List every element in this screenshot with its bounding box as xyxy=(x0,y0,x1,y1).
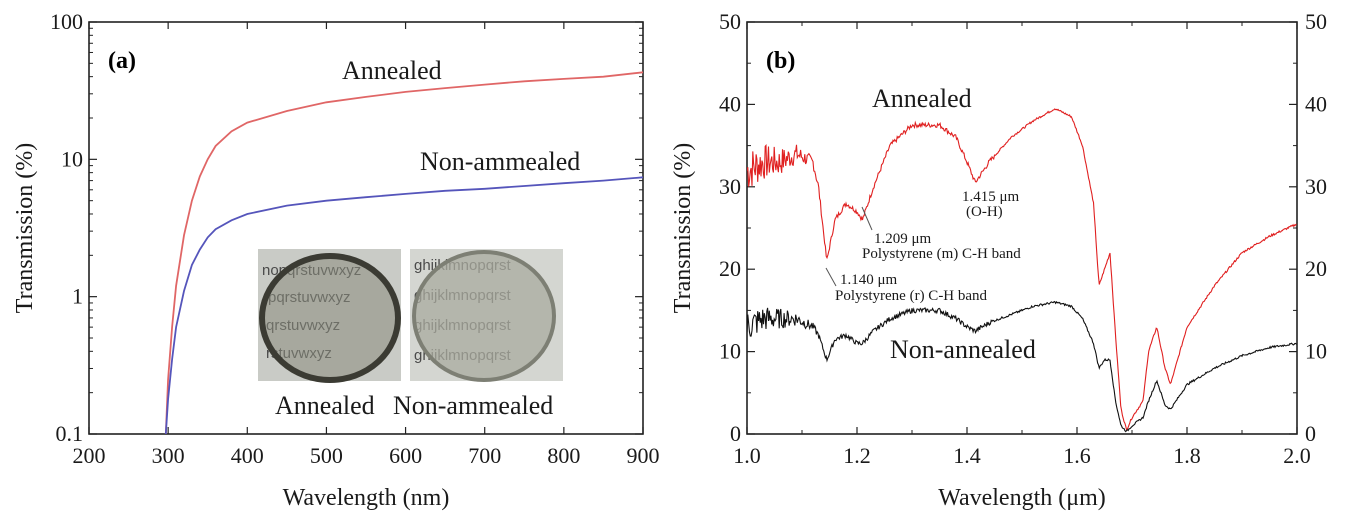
panel-b-nonannealed-label: Non-annealed xyxy=(890,335,1036,364)
panel-b-y-axis-label: Transmission (%) xyxy=(670,143,696,313)
x-tick-label: 900 xyxy=(627,443,660,468)
inset-photos: nopqrstuvwxyz pqrstuvwxyz qrstuvwxyz rst… xyxy=(258,249,563,383)
x-tick-label: 1.4 xyxy=(953,443,981,468)
disk-annealed xyxy=(259,253,401,383)
x-tick-label: 1.8 xyxy=(1173,443,1201,468)
y2-tick-label: 30 xyxy=(1305,174,1327,199)
y-tick-label: 100 xyxy=(50,9,83,34)
panel-b-series xyxy=(747,108,1297,433)
x-tick-label: 400 xyxy=(231,443,264,468)
x-tick-label: 700 xyxy=(468,443,501,468)
x-tick-label: 1.2 xyxy=(843,443,871,468)
series-line-annealed xyxy=(747,108,1297,431)
y-tick-label: 40 xyxy=(719,91,741,116)
y-tick-label: 10 xyxy=(61,146,83,171)
annotation-oh: 1.415 μm (O-H) xyxy=(962,189,1020,220)
annotation-r-line1: 1.140 μm xyxy=(840,272,898,288)
y2-tick-label: 10 xyxy=(1305,339,1327,364)
panel-a-x-axis-label: Wavelength (nm) xyxy=(283,485,450,511)
disk-nonannealed xyxy=(412,250,556,382)
x-tick-label: 600 xyxy=(389,443,422,468)
series-line-nonannealed xyxy=(164,176,643,434)
annotation-r: 1.140 μm Polystyrene (r) C-H band xyxy=(825,267,988,304)
y2-tick-label: 50 xyxy=(1305,9,1327,34)
x-tick-label: 2.0 xyxy=(1283,443,1311,468)
series-line-nonannealed xyxy=(747,300,1297,433)
x-tick-label: 200 xyxy=(73,443,106,468)
annotation-m-line2: Polystyrene (m) C-H band xyxy=(862,246,1021,262)
panel-b-plot-frame xyxy=(746,21,1298,435)
panel-a-annealed-label: Annealed xyxy=(342,56,442,85)
x-tick-label: 300 xyxy=(152,443,185,468)
x-tick-label: 1.6 xyxy=(1063,443,1091,468)
panel-a-ticks: 200 300 400 500 600 700 800 900 0.1 1 10 100 xyxy=(50,9,660,468)
annotation-m-leader xyxy=(861,206,873,231)
x-tick-label: 1.0 xyxy=(733,443,761,468)
y-tick-label: 1 xyxy=(72,284,83,309)
inset-label-annealed: Annealed xyxy=(275,391,375,420)
y-tick-label: 50 xyxy=(719,9,741,34)
panel-a-chart: 200 300 400 500 600 700 800 900 0.1 1 10 100 (a) An… xyxy=(12,9,660,511)
y-tick-label: 30 xyxy=(719,174,741,199)
annotation-oh-line2: (O-H) xyxy=(966,204,1003,220)
series-line-annealed xyxy=(164,71,643,434)
y-tick-label: 0 xyxy=(730,421,741,446)
x-tick-label: 500 xyxy=(310,443,343,468)
panel-b-x-axis-label: Wavelength (μm) xyxy=(938,485,1106,511)
panel-b-label: (b) xyxy=(766,48,795,74)
y-tick-label: 20 xyxy=(719,256,741,281)
y-tick-label: 0.1 xyxy=(56,421,84,446)
panel-a-plot-frame xyxy=(88,21,644,435)
panel-a-label: (a) xyxy=(108,48,136,74)
y2-tick-label: 0 xyxy=(1305,421,1316,446)
panel-a-series xyxy=(164,71,643,434)
annotation-r-line2: Polystyrene (r) C-H band xyxy=(835,288,988,304)
annotation-m-line1: 1.209 μm xyxy=(874,231,932,247)
y2-tick-label: 40 xyxy=(1305,91,1327,116)
inset-label-nonannealed: Non-ammealed xyxy=(393,391,553,420)
annotation-r-leader xyxy=(825,267,837,287)
y-tick-label: 10 xyxy=(719,339,741,364)
panel-a-y-axis-label: Transmission (%) xyxy=(12,143,38,313)
y2-tick-label: 20 xyxy=(1305,256,1327,281)
panel-b-chart: 1.0 1.2 1.4 1.6 1.8 2.00102030405001020304050… xyxy=(670,9,1327,511)
annotation-oh-line1: 1.415 μm xyxy=(962,189,1020,205)
annotation-m: 1.209 μm Polystyrene (m) C-H band xyxy=(861,206,1021,262)
panel-a-nonannealed-label: Non-ammealed xyxy=(420,147,580,176)
x-tick-label: 800 xyxy=(547,443,580,468)
panel-b-annealed-label: Annealed xyxy=(872,84,972,113)
